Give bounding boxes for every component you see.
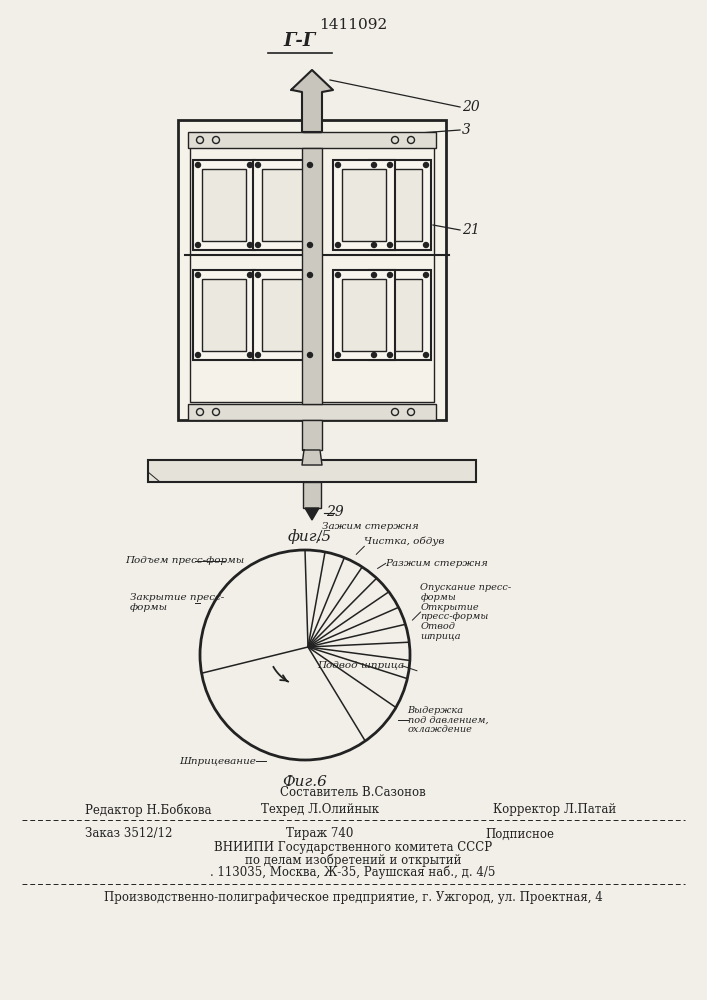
Circle shape <box>308 162 312 167</box>
Bar <box>342 279 386 351</box>
Text: Подписное: Подписное <box>486 828 554 840</box>
Circle shape <box>387 242 392 247</box>
Bar <box>378 279 422 351</box>
Text: 3: 3 <box>462 123 471 137</box>
Bar <box>253 160 315 250</box>
Bar <box>303 482 321 508</box>
Circle shape <box>336 272 341 277</box>
Circle shape <box>336 353 341 358</box>
Circle shape <box>387 272 392 277</box>
Polygon shape <box>305 508 319 520</box>
Circle shape <box>308 242 312 247</box>
Text: Выдержка
под давлением,
охлаждение: Выдержка под давлением, охлаждение <box>407 706 489 734</box>
Text: Чистка, обдув: Чистка, обдув <box>364 537 445 546</box>
Circle shape <box>255 353 260 358</box>
Bar <box>333 160 395 250</box>
Text: Тираж 740: Тираж 740 <box>286 828 354 840</box>
Circle shape <box>308 272 312 277</box>
Text: Шприцевание: Шприцевание <box>180 757 257 766</box>
Text: Заказ 3512/12: Заказ 3512/12 <box>85 828 173 840</box>
Text: Разжим стержня: Разжим стержня <box>385 559 489 568</box>
Bar <box>369 270 431 360</box>
Circle shape <box>255 162 260 167</box>
Bar <box>302 148 322 404</box>
Circle shape <box>308 353 312 358</box>
Text: Корректор Л.Патай: Корректор Л.Патай <box>493 804 617 816</box>
Text: 21: 21 <box>462 223 480 237</box>
Bar <box>148 460 476 482</box>
Circle shape <box>247 272 252 277</box>
Text: по делам изобретений и открытий: по делам изобретений и открытий <box>245 853 461 867</box>
Text: 29: 29 <box>326 505 344 519</box>
Circle shape <box>336 162 341 167</box>
Bar <box>303 90 321 132</box>
Text: фиг.5: фиг.5 <box>288 530 332 544</box>
Bar <box>369 160 431 250</box>
Bar <box>193 160 255 250</box>
Bar <box>262 279 306 351</box>
Circle shape <box>196 272 201 277</box>
Text: Зажим стержня: Зажим стержня <box>322 522 419 531</box>
Bar <box>333 270 395 360</box>
Circle shape <box>423 272 428 277</box>
Circle shape <box>371 242 377 247</box>
Circle shape <box>196 242 201 247</box>
Circle shape <box>336 242 341 247</box>
Text: Опускание пресс-
формы
Открытие
пресс-формы
Отвод
шприца: Опускание пресс- формы Открытие пресс-фо… <box>421 583 512 641</box>
Text: Подвод шприца: Подвод шприца <box>317 661 404 670</box>
Circle shape <box>423 162 428 167</box>
Bar <box>190 142 434 402</box>
Bar <box>202 169 246 241</box>
Text: 20: 20 <box>462 100 480 114</box>
Bar <box>188 132 436 148</box>
Text: 1411092: 1411092 <box>319 18 387 32</box>
Circle shape <box>196 353 201 358</box>
Circle shape <box>247 353 252 358</box>
Text: Подъем пресс-формы: Подъем пресс-формы <box>125 556 244 565</box>
Bar <box>253 270 315 360</box>
Bar <box>202 279 246 351</box>
Circle shape <box>371 272 377 277</box>
Circle shape <box>387 162 392 167</box>
Bar <box>193 270 255 360</box>
Circle shape <box>371 162 377 167</box>
Polygon shape <box>291 70 333 132</box>
Polygon shape <box>302 450 322 465</box>
Text: . 113035, Москва, Ж-35, Раушская наб., д. 4/5: . 113035, Москва, Ж-35, Раушская наб., д… <box>210 865 496 879</box>
Bar <box>302 420 322 450</box>
Circle shape <box>247 162 252 167</box>
Bar <box>178 120 446 420</box>
Text: Техред Л.Олийнык: Техред Л.Олийнык <box>261 804 379 816</box>
Text: Производственно-полиграфическое предприятие, г. Ужгород, ул. Проектная, 4: Производственно-полиграфическое предприя… <box>104 890 602 904</box>
Circle shape <box>255 242 260 247</box>
Bar <box>378 169 422 241</box>
Circle shape <box>255 272 260 277</box>
Text: Составитель В.Сазонов: Составитель В.Сазонов <box>280 786 426 800</box>
Circle shape <box>371 353 377 358</box>
Circle shape <box>247 242 252 247</box>
Text: Редактор Н.Бобкова: Редактор Н.Бобкова <box>85 803 211 817</box>
Text: ВНИИПИ Государственного комитета СССР: ВНИИПИ Государственного комитета СССР <box>214 842 492 854</box>
Bar <box>342 169 386 241</box>
Circle shape <box>423 353 428 358</box>
Text: Фиг.6: Фиг.6 <box>283 775 327 789</box>
Bar <box>188 404 436 420</box>
Circle shape <box>196 162 201 167</box>
Bar <box>262 169 306 241</box>
Text: Г-Г: Г-Г <box>284 32 316 50</box>
Text: Закрытие пресс-
формы: Закрытие пресс- формы <box>130 593 224 612</box>
Circle shape <box>387 353 392 358</box>
Circle shape <box>423 242 428 247</box>
